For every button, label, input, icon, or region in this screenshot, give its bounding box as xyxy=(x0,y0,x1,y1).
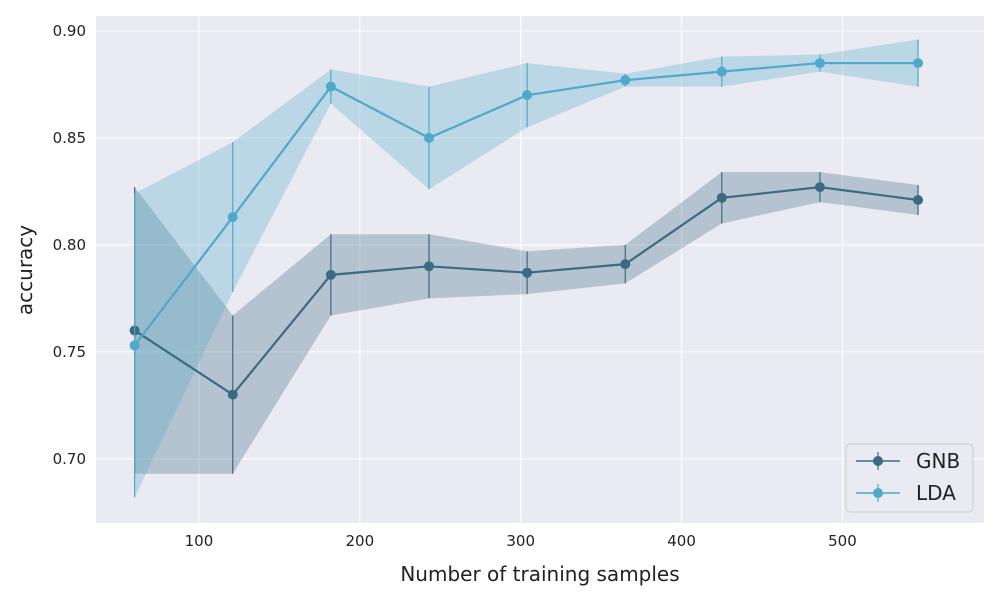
gnb-data-point xyxy=(814,182,825,193)
gnb-data-point xyxy=(424,261,434,272)
y-tick-label: 0.80 xyxy=(53,236,86,254)
y-tick-label: 0.70 xyxy=(53,450,86,468)
gnb-data-point xyxy=(227,389,238,400)
y-tick-label: 0.90 xyxy=(53,22,86,40)
lda-data-point xyxy=(129,340,140,351)
lda-data-point xyxy=(227,212,238,223)
gnb-data-point xyxy=(913,194,924,205)
lda-data-point xyxy=(716,66,727,77)
gnb-data-point xyxy=(522,267,533,278)
lda-data-point xyxy=(522,90,533,101)
lda-data-point xyxy=(325,81,336,92)
x-tick-label: 300 xyxy=(506,532,535,550)
legend: GNB LDA xyxy=(845,443,974,513)
y-tick-label: 0.85 xyxy=(53,129,86,147)
gnb-legend-marker xyxy=(873,456,883,466)
gnb-legend-label: GNB xyxy=(916,449,960,473)
lda-data-point xyxy=(814,58,825,69)
y-tick-label: 0.75 xyxy=(53,343,86,361)
plot-area xyxy=(96,16,984,523)
gnb-data-point xyxy=(716,192,727,203)
x-tick-label: 200 xyxy=(346,532,375,550)
y-axis-label: accuracy xyxy=(13,225,37,315)
x-tick-label: 100 xyxy=(185,532,214,550)
gnb-data-point xyxy=(620,259,631,270)
x-tick-label: 500 xyxy=(828,532,857,550)
lda-legend-marker xyxy=(873,488,883,498)
lda-legend-label: LDA xyxy=(916,481,956,505)
series-lines xyxy=(129,39,924,498)
gnb-data-point xyxy=(325,269,336,280)
tick-labels: 100 200 300 400 500 0.70 0.75 0.80 0.85 0.90 xyxy=(53,22,857,550)
x-tick-label: 400 xyxy=(667,532,696,550)
x-axis-label: Number of training samples xyxy=(400,562,679,586)
lda-data-point xyxy=(913,58,924,69)
grid-lines xyxy=(96,16,984,523)
lda-data-point xyxy=(424,132,434,143)
lda-data-point xyxy=(620,75,631,86)
